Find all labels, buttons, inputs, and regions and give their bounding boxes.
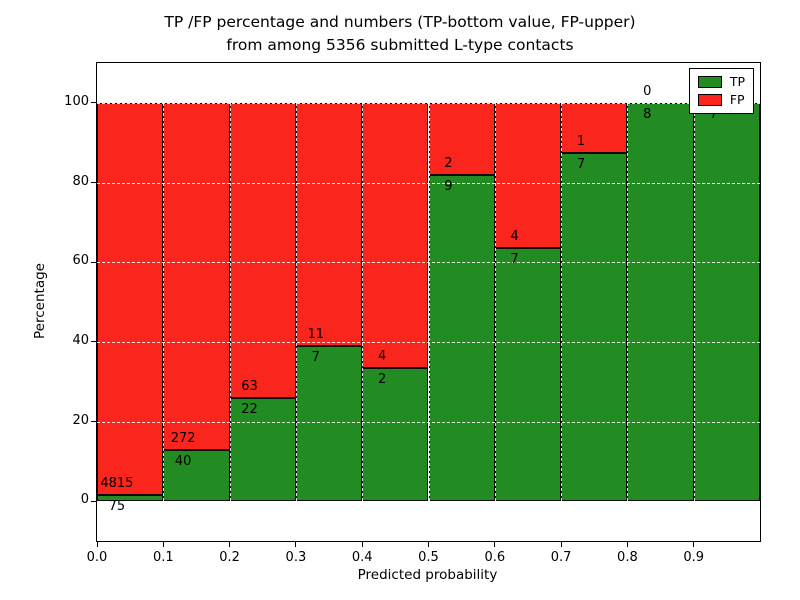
bar-segment-fp [295, 102, 363, 347]
x-axis-tick [428, 542, 429, 547]
x-tick-label: 0.1 [152, 550, 174, 565]
bar-segment-fp [494, 102, 562, 248]
bar-segment-fp [97, 102, 164, 496]
x-axis-tick [162, 542, 164, 547]
gridline-vertical [295, 63, 297, 541]
x-tick-label: 0.2 [219, 550, 240, 565]
bar-segment-tp [627, 102, 694, 502]
bar-segment-tp [693, 102, 760, 502]
y-axis-tick [91, 182, 96, 183]
gridline-vertical [561, 63, 563, 541]
bar-segment-fp [163, 102, 230, 451]
gridline-vertical [362, 63, 364, 541]
gridline-vertical [693, 63, 695, 541]
legend-entry-fp: FP [697, 91, 745, 109]
bar-label-tp: 7 [576, 156, 586, 172]
y-axis-tick [91, 261, 96, 263]
legend-entry-tp: TP [697, 73, 745, 91]
gridline-vertical [163, 63, 165, 541]
bar-label-tp: 40 [174, 454, 192, 470]
bar-label-tp: 7 [311, 350, 320, 366]
y-tick-label: 60 [72, 253, 89, 269]
y-axis-label: Percentage [32, 263, 48, 339]
bar-segment-fp [362, 102, 429, 369]
x-tick-label: 0.6 [484, 550, 506, 565]
x-tick-label: 0.0 [86, 550, 108, 565]
bar-label-fp: 11 [307, 327, 325, 343]
bar-label-tp: 7 [709, 106, 718, 122]
x-axis-tick [626, 542, 628, 547]
x-tick-label: 0.5 [418, 550, 439, 565]
x-tick-label: 0.3 [285, 550, 307, 565]
bar-label-tp: 7 [510, 251, 519, 267]
y-axis-tick [91, 421, 96, 422]
x-axis-label: Predicted probability [357, 567, 498, 583]
y-tick-label: 0 [80, 492, 89, 508]
gridline-vertical [494, 63, 496, 541]
x-axis-tick [494, 542, 496, 547]
y-axis-tick [91, 341, 96, 343]
bar-label-tp: 75 [108, 499, 126, 515]
bar-label-fp: 4815 [100, 476, 134, 492]
bar-segment-tp [229, 398, 296, 502]
chart-title-line2: from among 5356 submitted L-type contact… [226, 36, 574, 54]
bar-segment-tp [561, 152, 628, 502]
y-tick-label: 20 [72, 412, 89, 428]
x-axis-tick [361, 542, 363, 547]
gridline-vertical [627, 63, 629, 541]
bar-segment-tp [295, 346, 363, 502]
tp-color-swatch [697, 76, 722, 88]
bar-label-fp: 4 [377, 349, 387, 365]
bar-label-fp: 0 [643, 83, 652, 99]
legend: TP FP [688, 68, 754, 114]
bar-label-fp: 63 [241, 379, 258, 395]
plot-area: 4815752724063221174229471708070.00.10.20… [64, 62, 761, 565]
fp-color-swatch [697, 94, 722, 106]
x-tick-label: 0.9 [683, 550, 705, 565]
y-tick-label: 40 [72, 332, 89, 348]
x-axis-tick [229, 542, 231, 547]
bar-label-tp: 9 [444, 179, 453, 195]
y-tick-label: 100 [64, 93, 89, 109]
bar-segment-fp [229, 102, 296, 399]
gridline-vertical [229, 63, 231, 541]
bar-segment-tp [428, 175, 495, 502]
x-tick-label: 0.4 [351, 550, 373, 565]
bar-segment-tp [362, 368, 429, 502]
y-axis-tick [91, 500, 96, 502]
legend-label-tp: TP [729, 74, 745, 89]
gridline-vertical [428, 63, 430, 541]
x-tick-label: 0.8 [617, 550, 638, 565]
legend-label-fp: FP [729, 92, 745, 107]
bar-segment-tp [97, 495, 164, 502]
x-tick-label: 0.7 [550, 550, 572, 565]
bar-label-tp: 2 [377, 372, 387, 388]
x-axis-tick [560, 542, 562, 547]
x-axis-tick [693, 542, 695, 547]
y-tick-label: 80 [72, 173, 89, 189]
bar-label-fp: 2 [444, 156, 453, 172]
bar-label-tp: 8 [643, 106, 652, 122]
bar-label-fp: 1 [576, 133, 586, 149]
chart-title-line1: TP /FP percentage and numbers (TP-bottom… [164, 13, 636, 31]
bar-segment-tp [494, 247, 562, 502]
bar-label-fp: 4 [510, 228, 519, 244]
bar-label-fp: 272 [170, 431, 196, 447]
y-axis-tick [91, 102, 96, 104]
chart-title: TP /FP percentage and numbers (TP-bottom… [0, 11, 800, 57]
bar-label-tp: 22 [241, 402, 258, 418]
x-axis-tick [96, 542, 98, 547]
x-axis-tick [295, 542, 297, 547]
